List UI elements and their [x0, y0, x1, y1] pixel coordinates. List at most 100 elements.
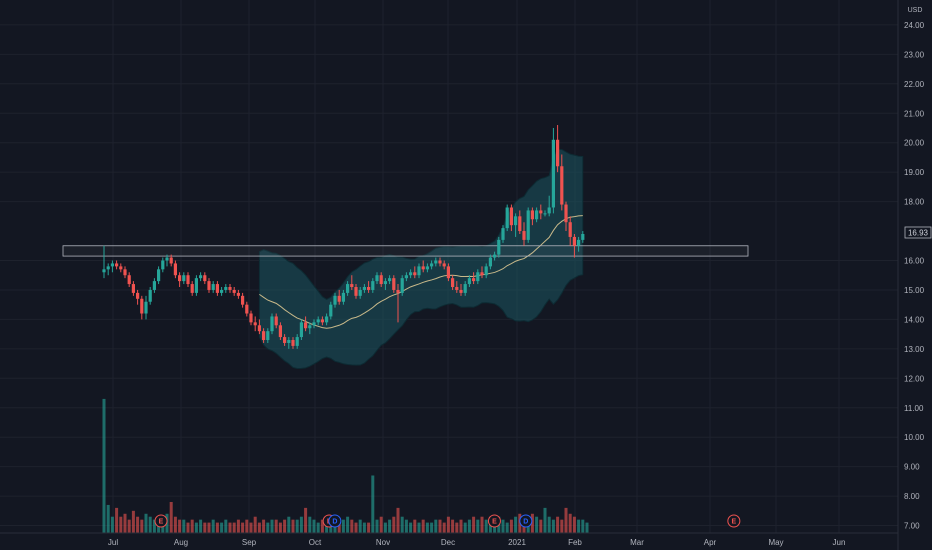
volume-bar	[396, 507, 400, 533]
volume-bar	[543, 507, 547, 533]
candle-body	[119, 266, 123, 270]
candle-body	[102, 269, 106, 273]
volume-bar	[119, 516, 123, 533]
candle-body	[383, 281, 387, 285]
volume-bar	[199, 519, 203, 533]
candle-body	[472, 278, 476, 282]
candle-body	[518, 216, 522, 232]
time-tick-label: Nov	[376, 538, 390, 547]
volume-bar	[224, 519, 228, 533]
support-zone-box[interactable]	[62, 245, 749, 257]
volume-bar	[278, 522, 282, 533]
volume-bar	[295, 519, 299, 533]
volume-bar	[123, 513, 127, 533]
volume-bar	[190, 519, 194, 533]
candle-body	[467, 278, 471, 285]
candle-body	[421, 266, 425, 270]
volume-bar	[320, 519, 324, 533]
candle-body	[182, 275, 186, 282]
volume-bar	[178, 519, 182, 533]
volume-bar	[157, 522, 161, 533]
price-tick-label: 15.00	[904, 286, 925, 295]
dividend-marker[interactable]	[328, 514, 342, 528]
candle-body	[199, 275, 203, 279]
candle-body	[526, 210, 530, 240]
volume-bar	[585, 522, 589, 533]
time-axis[interactable]: Jul Aug Sep Oct Nov Dec 2021 Feb Mar Apr May Jun	[0, 532, 898, 547]
candle-body	[400, 278, 404, 293]
dividend-marker-letter: D	[332, 519, 337, 526]
candle-body	[157, 269, 161, 282]
candle-body	[257, 325, 261, 332]
volume-bar	[110, 516, 114, 533]
price-tick-label: 13.00	[904, 345, 925, 354]
candle-body	[190, 284, 194, 293]
candle-body	[568, 222, 572, 237]
price-tick-label: 23.00	[904, 50, 925, 59]
volume-bar	[249, 522, 253, 533]
earnings-marker[interactable]	[154, 514, 168, 528]
volume-bar	[425, 522, 429, 533]
volume-bar	[501, 519, 505, 533]
volume-bar	[434, 519, 438, 533]
volume-bar	[581, 519, 585, 533]
candle-body	[144, 301, 148, 314]
price-axis[interactable]: USD 24.00 23.00 22.00 21.00 20.00 19.00 18.00 1…	[897, 0, 925, 550]
candle-body	[354, 287, 358, 296]
price-tick-label: 24.00	[904, 21, 925, 30]
volume-bar	[274, 519, 278, 533]
candle-body	[169, 257, 173, 264]
candle-body	[211, 284, 215, 290]
candle-body	[165, 257, 169, 261]
candle-body	[413, 272, 417, 276]
candle-body	[577, 239, 581, 246]
candle-body	[564, 204, 568, 223]
volume-bar	[535, 516, 539, 533]
candle-body	[299, 322, 303, 338]
volume-bar	[236, 519, 240, 533]
candle-body	[379, 275, 383, 285]
volume-bar	[480, 516, 484, 533]
candle-body	[308, 325, 312, 329]
volume-bar	[383, 522, 387, 533]
earnings-marker[interactable]	[487, 514, 501, 528]
candle-body	[140, 298, 144, 314]
candle-body	[446, 266, 450, 279]
volume-bar	[572, 516, 576, 533]
event-markers[interactable]: EEDEDE	[154, 514, 741, 528]
candlesticks	[102, 125, 585, 349]
volume-bar	[446, 516, 450, 533]
volume-bar	[337, 522, 341, 533]
volume-bar	[341, 519, 345, 533]
candle-body	[295, 337, 299, 346]
volume-bar	[505, 522, 509, 533]
candle-body	[337, 295, 341, 302]
candle-body	[245, 304, 249, 314]
candle-body	[136, 292, 140, 299]
volume-bar	[509, 519, 513, 533]
candle-body	[476, 272, 480, 282]
volume-bar	[547, 516, 551, 533]
candle-body	[535, 210, 539, 220]
volume-bar	[228, 522, 232, 533]
candle-body	[547, 207, 551, 214]
time-tick-label: 2021	[508, 538, 526, 547]
volume-bar	[253, 516, 257, 533]
candle-body	[417, 266, 421, 276]
volume-bar	[207, 522, 211, 533]
support-zone-rectangle[interactable]	[62, 245, 749, 257]
volume-bar	[539, 519, 543, 533]
candle-body	[581, 233, 585, 240]
candle-body	[404, 275, 408, 279]
candle-body	[131, 284, 135, 293]
dividend-marker[interactable]	[519, 514, 533, 528]
volume-bar	[136, 516, 140, 533]
earnings-marker[interactable]	[727, 514, 741, 528]
candle-body	[203, 275, 207, 282]
candle-body	[375, 275, 379, 282]
volume-bar	[144, 513, 148, 533]
price-tick-label: 9.00	[904, 463, 920, 472]
volume-bar	[127, 519, 131, 533]
volume-bar	[148, 516, 152, 533]
